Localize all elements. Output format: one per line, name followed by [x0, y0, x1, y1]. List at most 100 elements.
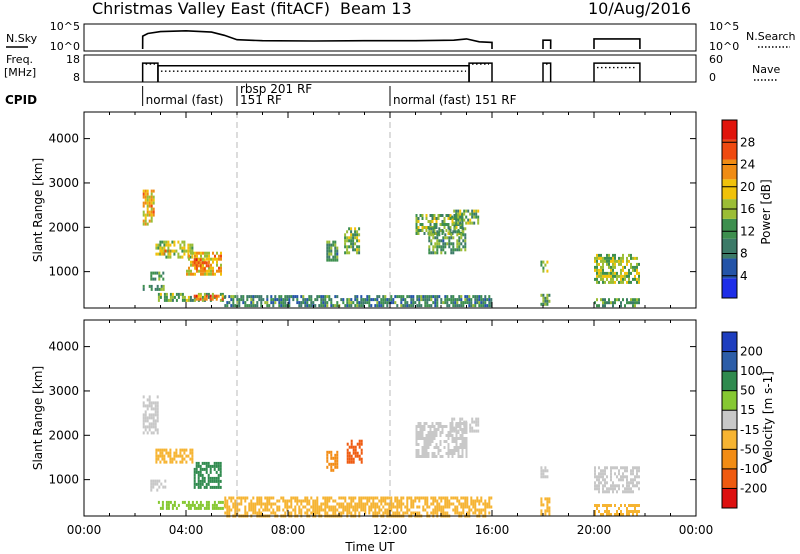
nsky-series-0 [141, 29, 493, 50]
power-panel-frame [83, 111, 697, 309]
velocity-patch-10 [540, 466, 549, 479]
freq-plot-area [141, 62, 641, 82]
power-cbar-swatch-3 [722, 218, 737, 239]
power-patch-5 [193, 258, 210, 271]
power-patch-18 [594, 298, 640, 308]
power-patch-15 [540, 260, 549, 273]
power-cbar-tick-label-5: 24 [740, 158, 755, 172]
power-cbar-swatch-6 [722, 159, 737, 180]
nsky-panel-frame [83, 23, 697, 52]
power-cbar-swatch-2 [722, 238, 737, 259]
nsky-series-2 [593, 38, 641, 49]
velocity-cbar-tick-label-6: 100 [740, 364, 763, 378]
freq-unit-label: [MHz] [4, 66, 36, 79]
power-cbar-tick-label-1: 8 [740, 247, 748, 261]
velocity-axes: 1000 2000 3000 4000 [48, 320, 697, 516]
velocity-patch-7 [346, 439, 363, 464]
freq-panel-frame [83, 54, 697, 83]
nsearch-ytick-top: 10^5 [709, 20, 739, 33]
time-tick-label-6: 00:00 [679, 523, 714, 537]
figure-title: Christmas Valley East (fitACF) [92, 0, 330, 18]
power-cbar-swatch-7 [722, 139, 737, 160]
nave-label: Nave [752, 63, 780, 76]
nsky-label: N.Sky [6, 32, 38, 45]
date-label: 10/Aug/2016 [588, 0, 691, 18]
power-ylabel: Slant Range [km] [31, 158, 45, 262]
freq-series-3 [542, 62, 552, 82]
nsky-series-1 [542, 39, 552, 50]
nsky-plot-area [141, 29, 641, 50]
beam-label: Beam 13 [340, 0, 412, 18]
nsearch-ytick-bottom: 10^0 [709, 40, 739, 53]
velocity-cbar-swatch-5 [722, 390, 737, 411]
power-ytick-label-3: 4000 [48, 132, 79, 146]
nave-ytick-bottom: 0 [709, 71, 716, 84]
velocity-patch-3 [193, 461, 222, 489]
power-patch-16 [540, 293, 551, 306]
velocity-patch-12 [594, 466, 640, 494]
velocity-cbar-swatch-6 [722, 371, 737, 391]
velocity-patch-0 [142, 395, 159, 435]
cpid-label: CPID [5, 93, 37, 107]
velocity-cbar-tick-label-7: 200 [740, 345, 763, 359]
freq-ytick-bottom: 8 [73, 71, 80, 84]
power-cbar-tick-label-6: 28 [740, 135, 755, 149]
velocity-cbar-swatch-8 [722, 332, 737, 352]
power-cbar-swatch-1 [722, 258, 737, 279]
velocity-patch-4 [157, 500, 226, 510]
time-tick-label-0: 00:00 [67, 523, 102, 537]
velocity-ytick-label-0: 1000 [48, 473, 79, 487]
power-heatmap [142, 189, 640, 308]
velocity-cbar-tick-label-3: -15 [740, 423, 760, 437]
nsky-ytick-bottom: 10^0 [50, 40, 80, 53]
power-cbar-tick-label-4: 20 [740, 180, 755, 194]
velocity-cbar-tick-label-5: 50 [740, 384, 755, 398]
velocity-heatmap [142, 395, 640, 518]
power-colorbar: 4 8 12 16 20 24 28 [721, 119, 755, 299]
power-ytick-label-0: 1000 [48, 265, 79, 279]
cpid-label-0: normal (fast) [146, 93, 224, 107]
time-tick-label-2: 08:00 [271, 523, 306, 537]
velocity-ytick-label-1: 2000 [48, 428, 79, 442]
power-patch-1 [150, 271, 165, 281]
power-axes: 1000 2000 3000 4000 [48, 112, 697, 308]
freq-series-0 [141, 62, 159, 82]
power-patch-8 [142, 284, 165, 291]
time-axis-label: Time UT [344, 540, 395, 554]
velocity-patch-5 [224, 496, 493, 518]
velocity-ylabel: Slant Range [km] [31, 366, 45, 470]
power-cbar-tick-label-0: 4 [740, 269, 748, 283]
power-ytick-label-1: 2000 [48, 220, 79, 234]
freq-ytick-top: 18 [66, 53, 80, 66]
freq-series-4 [593, 62, 641, 82]
power-patch-7 [193, 294, 224, 301]
velocity-cbar-swatch-1 [722, 468, 737, 489]
velocity-cbar-swatch-0 [722, 488, 737, 508]
velocity-patch-8 [415, 422, 468, 458]
power-ytick-label-2: 3000 [48, 176, 79, 190]
power-patch-14 [224, 295, 493, 308]
power-cbar-swatch-5 [722, 179, 737, 200]
velocity-cbar-frame [721, 331, 738, 509]
velocity-patch-11 [540, 497, 551, 516]
velocity-patch-9 [451, 417, 480, 433]
freq-series-2 [468, 62, 493, 82]
power-cbar-swatch-8 [722, 120, 737, 140]
power-patch-3 [160, 249, 171, 256]
cpid-label-3: normal (fast) 151 RF [393, 93, 517, 107]
velocity-colorbar: -200 -100 -50 -15 15 50 100 200 [721, 331, 767, 509]
time-tick-label-5: 20:00 [577, 523, 612, 537]
time-tick-label-4: 16:00 [475, 523, 510, 537]
power-cbar-swatch-0 [722, 278, 737, 298]
time-axis-tick-labels: 00:00 04:00 08:00 12:00 16:00 20:00 00:00 [67, 523, 714, 537]
power-cbar-tick-label-3: 16 [740, 202, 755, 216]
cpid-label-1: rbsp 201 RF [240, 82, 312, 96]
velocity-cbar-swatch-2 [722, 449, 737, 469]
velocity-cbar-tick-label-4: 15 [740, 403, 755, 417]
velocity-cbar-tick-label-1: -100 [740, 462, 767, 476]
nsearch-label: N.Search [746, 30, 796, 43]
power-colorbar-label: Power [dB] [759, 179, 773, 244]
velocity-cbar-swatch-7 [722, 351, 737, 372]
